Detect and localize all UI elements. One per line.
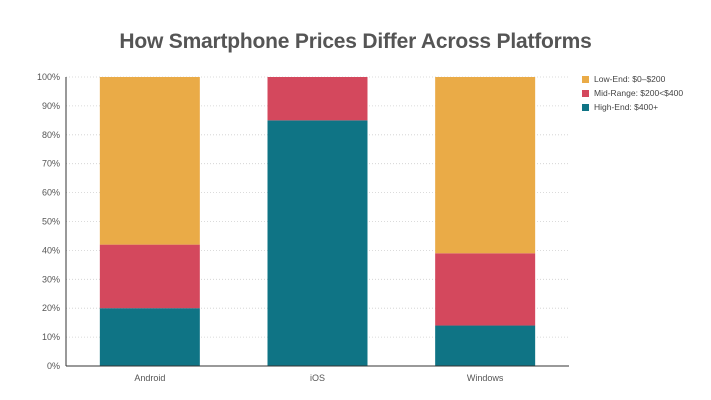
- y-tick-label: 40%: [42, 245, 60, 255]
- legend-item: Low-End: $0–$200: [582, 74, 702, 85]
- bar-segment: [99, 244, 200, 309]
- y-tick-label: 60%: [42, 188, 60, 198]
- y-tick-label: 0%: [47, 361, 60, 371]
- bar-segment: [267, 120, 368, 366]
- bar-segment: [99, 308, 200, 366]
- bar-segment: [435, 77, 536, 254]
- y-tick-label: 50%: [42, 217, 60, 227]
- y-tick-label: 30%: [42, 274, 60, 284]
- legend-item: Mid-Range: $200<$400: [582, 88, 702, 99]
- bar-segment: [435, 325, 536, 366]
- legend-label: Low-End: $0–$200: [594, 74, 666, 84]
- tick-labels: 0% 10% 20% 30% 40% 50% 60% 70% 80% 90% 100% Android…: [37, 72, 504, 383]
- bars: [99, 77, 536, 366]
- bar-segment: [267, 77, 368, 121]
- x-tick-label: iOS: [310, 373, 325, 383]
- y-tick-label: 80%: [42, 130, 60, 140]
- legend: Low-End: $0–$200 Mid-Range: $200<$400 High…: [582, 74, 702, 116]
- x-tick-label: Android: [134, 373, 165, 383]
- y-tick-label: 90%: [42, 101, 60, 111]
- legend-swatch: [582, 90, 589, 97]
- bar-segment: [99, 77, 200, 245]
- axes: [65, 77, 569, 367]
- y-tick-label: 70%: [42, 159, 60, 169]
- chart-title: How Smartphone Prices Differ Across Plat…: [119, 30, 592, 53]
- legend-swatch: [582, 76, 589, 83]
- legend-label: High-End: $400+: [594, 102, 659, 112]
- legend-label: Mid-Range: $200<$400: [594, 88, 684, 98]
- legend-item: High-End: $400+: [582, 102, 702, 113]
- y-tick-label: 10%: [42, 332, 60, 342]
- bar-segment: [435, 253, 536, 326]
- y-tick-label: 20%: [42, 303, 60, 313]
- legend-swatch: [582, 104, 589, 111]
- y-tick-label: 100%: [37, 72, 60, 82]
- x-tick-label: Windows: [467, 373, 504, 383]
